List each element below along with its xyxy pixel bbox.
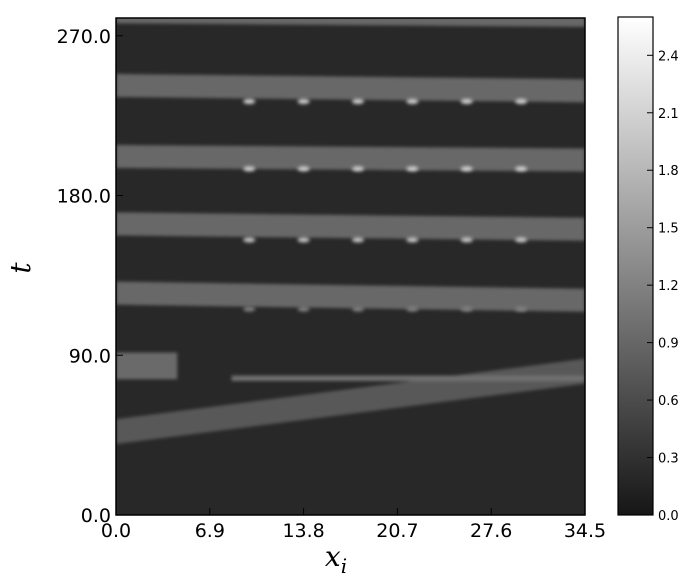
colorbar-tick-label: 0.0 xyxy=(658,509,679,524)
heatmap-band-7 xyxy=(116,18,585,27)
plot-frame xyxy=(115,17,586,516)
y-axis-label: t xyxy=(4,262,37,274)
colorbar-tick-label: 0.9 xyxy=(658,337,679,352)
heatmap-hot-spot xyxy=(460,306,473,312)
heatmap-hot-spot xyxy=(351,237,364,243)
heatmap-band-6 xyxy=(116,73,585,103)
heatmap-hot-spot xyxy=(297,237,310,243)
heatmap-hot-spot xyxy=(297,306,310,312)
y-tick-label: 0.0 xyxy=(81,505,111,527)
x-tick-label: 6.9 xyxy=(195,520,225,542)
heatmap-hot-spot xyxy=(460,98,473,104)
heatmap-hot-spot xyxy=(351,306,364,312)
x-tick-label: 27.6 xyxy=(470,520,512,542)
heatmap-hot-spot xyxy=(406,98,419,104)
heatmap-hot-spot xyxy=(460,237,473,243)
heatmap-band-2 xyxy=(231,375,585,381)
heatmap-hot-spot xyxy=(297,166,310,172)
heatmap-hot-spot xyxy=(406,306,419,312)
y-tick-label: 180.0 xyxy=(57,186,111,208)
x-axis: 0.0 6.9 13.8 20.7 27.6 34.5 xyxy=(101,508,606,542)
heatmap-hot-spot xyxy=(243,166,256,172)
heatmap-hot-spot xyxy=(515,98,528,104)
heatmap-band-3 xyxy=(116,281,585,312)
y-tick-label: 270.0 xyxy=(57,26,111,48)
heatmap-band-0 xyxy=(116,352,178,380)
heatmap-hot-spot xyxy=(515,237,528,243)
colorbar-tick-label: 2.1 xyxy=(658,107,679,122)
heatmap-hot-spot xyxy=(460,166,473,172)
x-tick-label: 0.0 xyxy=(101,520,131,542)
x-axis-label-subscript: i xyxy=(341,554,347,578)
x-axis-label: xi xyxy=(325,540,347,578)
heatmap-band-5 xyxy=(116,144,585,172)
colorbar-tick-label: 2.4 xyxy=(658,49,679,64)
colorbar-tick-label: 0.6 xyxy=(658,394,679,409)
heatmap-hot-spot xyxy=(243,98,256,104)
heatmap-hot-spot xyxy=(406,166,419,172)
heatmap-plot-area xyxy=(115,17,586,516)
heatmap-hot-spot xyxy=(243,237,256,243)
heatmap-hot-spot xyxy=(351,98,364,104)
heatmap-hot-spot xyxy=(515,166,528,172)
colorbar-tick-label: 1.8 xyxy=(658,164,679,179)
heatmap-hot-spot xyxy=(351,166,364,172)
x-tick-label: 13.8 xyxy=(282,520,324,542)
colorbar-tick-label: 1.2 xyxy=(658,279,679,294)
y-axis: 0.0 90.0 180.0 270.0 xyxy=(57,26,123,527)
heatmap-hot-spot xyxy=(515,306,528,312)
x-tick-label: 34.5 xyxy=(564,520,606,542)
colorbar-tick-label: 1.5 xyxy=(658,222,679,237)
heatmap-hot-spot xyxy=(243,306,256,312)
colorbar: 0.0 0.3 0.6 0.9 1.2 1.5 1.8 2.1 2.4 xyxy=(617,16,679,524)
colorbar-gradient xyxy=(617,16,654,516)
heatmap-hot-spot xyxy=(406,237,419,243)
colorbar-tick-label: 0.3 xyxy=(658,452,679,467)
x-tick-label: 20.7 xyxy=(376,520,418,542)
heatmap-band-4 xyxy=(116,212,585,241)
y-tick-label: 90.0 xyxy=(69,345,111,367)
heatmap-hot-spot xyxy=(297,98,310,104)
